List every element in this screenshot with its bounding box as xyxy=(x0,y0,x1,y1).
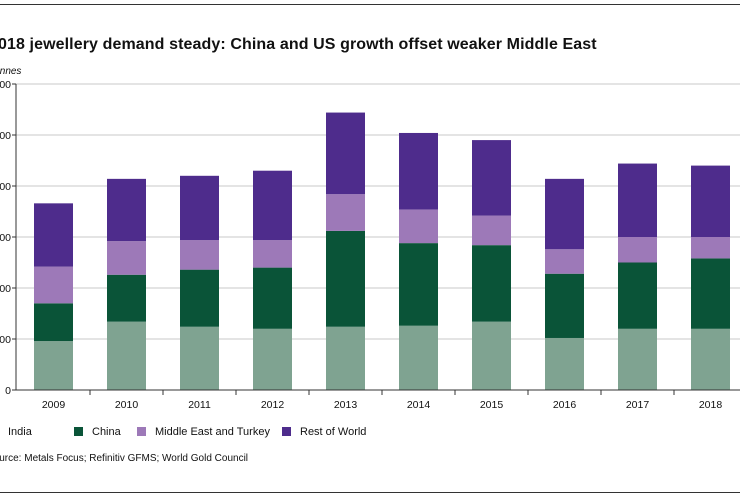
x-tick-label-2012: 2012 xyxy=(261,399,285,411)
bar-segment-middle-east-and-turkey-2017 xyxy=(618,237,657,263)
bar-segment-india-2011 xyxy=(180,326,219,390)
y-tick-label: 1,000 xyxy=(0,283,11,295)
top-border-line xyxy=(0,4,740,5)
chart-title: 2018 jewellery demand steady: China and … xyxy=(0,36,597,53)
bar-segment-china-2013 xyxy=(326,230,365,327)
bar-segment-middle-east-and-turkey-2011 xyxy=(180,240,219,270)
bar-segment-rest-of-world-2009 xyxy=(34,203,73,267)
source-note: Source: Metals Focus; Refinitiv GFMS; Wo… xyxy=(0,453,249,464)
y-tick-label: 1,500 xyxy=(0,232,11,244)
bar-segment-india-2009 xyxy=(34,341,73,390)
y-tick-label: 0 xyxy=(5,385,11,397)
x-tick-label-2015: 2015 xyxy=(480,399,504,411)
bar-segment-middle-east-and-turkey-2016 xyxy=(545,249,584,274)
bar-segment-china-2014 xyxy=(399,243,438,326)
bar-segment-middle-east-and-turkey-2009 xyxy=(34,266,73,304)
bar-segment-rest-of-world-2010 xyxy=(107,178,146,242)
legend-label: India xyxy=(8,426,32,438)
y-tick-label: 500 xyxy=(0,334,11,346)
bar-segment-china-2018 xyxy=(691,258,730,329)
bars xyxy=(34,112,730,390)
legend-swatch xyxy=(282,427,291,436)
bar-segment-middle-east-and-turkey-2015 xyxy=(472,215,511,246)
bar-segment-middle-east-and-turkey-2013 xyxy=(326,194,365,231)
bar-segment-middle-east-and-turkey-2012 xyxy=(253,240,292,268)
bar-segment-rest-of-world-2013 xyxy=(326,112,365,195)
bar-segment-india-2013 xyxy=(326,326,365,390)
bar-segment-china-2011 xyxy=(180,269,219,327)
x-tick-label-2014: 2014 xyxy=(407,399,431,411)
x-tick-label-2017: 2017 xyxy=(626,399,650,411)
bar-segment-india-2018 xyxy=(691,328,730,390)
x-tick-label-2013: 2013 xyxy=(334,399,358,411)
legend-swatch xyxy=(74,427,83,436)
bottom-border-line xyxy=(0,492,740,493)
bar-segment-rest-of-world-2017 xyxy=(618,163,657,237)
bar-segment-middle-east-and-turkey-2014 xyxy=(399,209,438,244)
x-tick-label-2011: 2011 xyxy=(188,399,211,411)
legend-label: Rest of World xyxy=(300,426,367,438)
bar-segment-india-2012 xyxy=(253,328,292,390)
bar-segment-rest-of-world-2014 xyxy=(399,132,438,210)
bar-segment-india-2017 xyxy=(618,328,657,390)
bar-segment-middle-east-and-turkey-2018 xyxy=(691,237,730,259)
axes: 0 500 1,000 1,500 2,000 2,500 3,000 2009 2010 201… xyxy=(0,79,740,411)
legend-label: Middle East and Turkey xyxy=(155,426,270,438)
bar-segment-china-2010 xyxy=(107,274,146,322)
bar-segment-rest-of-world-2011 xyxy=(180,175,219,241)
bar-segment-china-2009 xyxy=(34,303,73,342)
bar-segment-rest-of-world-2018 xyxy=(691,165,730,237)
bar-segment-rest-of-world-2015 xyxy=(472,140,511,216)
bar-segment-middle-east-and-turkey-2010 xyxy=(107,241,146,275)
x-tick-label-2009: 2009 xyxy=(42,399,66,411)
y-axis-unit-label: Tonnes xyxy=(0,66,21,77)
legend-swatch xyxy=(137,427,146,436)
legend-label: China xyxy=(92,426,121,438)
y-tick-label: 3,000 xyxy=(0,79,11,91)
bar-segment-china-2015 xyxy=(472,245,511,322)
bar-segment-india-2010 xyxy=(107,321,146,390)
x-tick-label-2010: 2010 xyxy=(115,399,139,411)
x-tick-label-2016: 2016 xyxy=(553,399,577,411)
y-tick-label: 2,000 xyxy=(0,181,11,193)
x-tick-label-2018: 2018 xyxy=(699,399,723,411)
bar-segment-china-2012 xyxy=(253,267,292,329)
bar-segment-india-2014 xyxy=(399,325,438,390)
chart-plot: Tonnes 0 500 1,000 1,500 2,000 2,500 3,000 2009… xyxy=(0,66,740,411)
bar-segment-rest-of-world-2012 xyxy=(253,170,292,241)
bar-segment-india-2016 xyxy=(545,337,584,390)
y-tick-label: 2,500 xyxy=(0,130,11,142)
bar-segment-rest-of-world-2016 xyxy=(545,178,584,250)
bar-segment-india-2015 xyxy=(472,321,511,390)
bar-segment-china-2016 xyxy=(545,273,584,338)
bar-segment-china-2017 xyxy=(618,262,657,329)
